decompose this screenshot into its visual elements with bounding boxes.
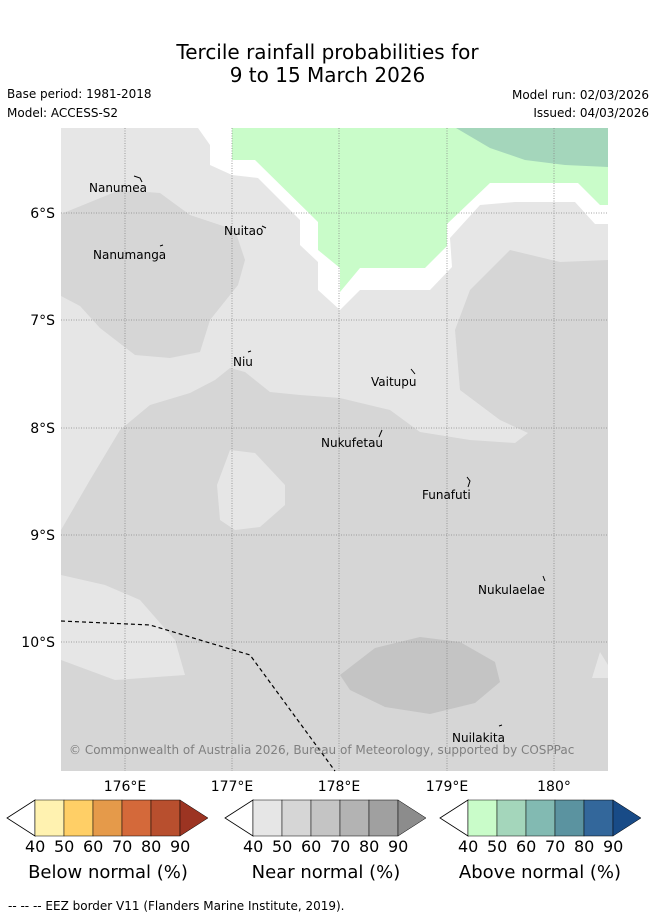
colorbar-tick-label: 90 — [388, 837, 409, 856]
island-vaitupu — [410, 368, 416, 375]
island-nukufetau — [378, 429, 383, 438]
eez-legend-note: -- -- -- EEZ border V11 (Flanders Marine… — [8, 899, 345, 913]
colorbar-segment — [525, 799, 556, 837]
colorbar-tick-label: 60 — [83, 837, 104, 856]
map-title-line2: 9 to 15 March 2026 — [229, 63, 426, 87]
colorbar-near-normal — [224, 799, 427, 837]
colorbar-over-arrow — [612, 799, 642, 837]
lon-tick-label: 180° — [537, 779, 571, 795]
colorbar-tick-label: 80 — [141, 837, 162, 856]
colorbar-segment — [496, 799, 527, 837]
colorbar-segment — [34, 799, 65, 837]
colorbar-tick-label: 60 — [301, 837, 322, 856]
colorbar-segment — [150, 799, 181, 837]
colorbar-segment — [368, 799, 399, 837]
colorbar-tick-label: 70 — [330, 837, 351, 856]
eez-border — [60, 620, 336, 772]
place-label: Nanumanga — [93, 248, 166, 262]
place-label: Vaitupu — [371, 375, 417, 389]
colorbar-over-arrow — [397, 799, 427, 837]
map-title-line1: Tercile rainfall probabilities for — [176, 40, 479, 64]
colorbar-segment — [583, 799, 614, 837]
colorbar-under-arrow — [224, 799, 254, 837]
latitude-labels: 6°S 7°S 8°S 9°S 10°S — [21, 206, 55, 651]
colorbar-tick-label: 90 — [170, 837, 191, 856]
colorbar-segment — [121, 799, 152, 837]
colorbar-below-normal — [6, 799, 209, 837]
colorbar-below-title: Below normal (%) — [28, 862, 188, 883]
grid-lines — [61, 128, 608, 771]
lat-tick-label: 8°S — [30, 421, 55, 437]
colorbar-tick-label: 70 — [112, 837, 133, 856]
lat-tick-label: 7°S — [30, 313, 55, 329]
colorbar-segment — [252, 799, 283, 837]
copyright-notice: © Commonwealth of Australia 2026, Bureau… — [69, 743, 574, 757]
longitude-labels: 176°E 177°E 178°E 179°E 180° — [104, 779, 571, 795]
place-label: Nanumea — [89, 181, 147, 195]
colorbar-tick-label: 40 — [243, 837, 264, 856]
colorbar-tick-label: 80 — [359, 837, 380, 856]
colorbar-tick-label: 90 — [603, 837, 624, 856]
island-nuilakita — [498, 724, 503, 727]
above-normal-50-region — [456, 128, 608, 167]
island-outlines — [133, 175, 546, 727]
colorbar-over-arrow — [179, 799, 209, 837]
model-run: Model run: 02/03/2026 — [511, 88, 649, 102]
lon-tick-label: 179°E — [426, 779, 469, 795]
map-fill — [61, 128, 608, 771]
colorbar-segment — [310, 799, 341, 837]
colorbar-above-title: Above normal (%) — [458, 862, 622, 883]
near-normal-40-patch — [217, 450, 285, 530]
colorbar-tick-label: 50 — [487, 837, 508, 856]
island-nanumea — [133, 175, 143, 183]
colorbar-segment — [467, 799, 498, 837]
above-normal-40-region — [232, 128, 608, 292]
colorbar-segment — [339, 799, 370, 837]
colorbar-segment — [92, 799, 123, 837]
colorbar-under-arrow — [439, 799, 469, 837]
place-label: Nukufetau — [321, 436, 383, 450]
place-label: Nuilakita — [452, 731, 505, 745]
colorbar-tick-label: 80 — [574, 837, 595, 856]
colorbar-tick-label: 40 — [25, 837, 46, 856]
island-nanumanga — [159, 244, 164, 247]
island-nukulaelae — [542, 575, 546, 582]
island-funafuti — [466, 476, 471, 488]
near-normal-50-region-south — [61, 250, 608, 771]
colorbar-under-arrow — [6, 799, 36, 837]
colorbar-segment — [281, 799, 312, 837]
colorbar-tick-label: 40 — [458, 837, 479, 856]
lon-tick-label: 176°E — [104, 779, 147, 795]
colorbar-near-title: Near normal (%) — [251, 862, 401, 883]
place-label: Funafuti — [422, 488, 471, 502]
lat-tick-label: 6°S — [30, 206, 55, 222]
colorbar-tick-label: 60 — [516, 837, 537, 856]
colorbar-segment — [554, 799, 585, 837]
lat-tick-label: 10°S — [21, 635, 55, 651]
colorbar-above-normal — [439, 799, 642, 837]
near-normal-50-region-north — [61, 190, 245, 358]
near-normal-corner — [61, 128, 85, 148]
near-normal-40-east-patch — [592, 652, 608, 678]
colorbar-segment — [63, 799, 94, 837]
island-niu — [247, 350, 252, 353]
lon-tick-label: 177°E — [211, 779, 254, 795]
place-labels: Nanumea Nuitao Nanumanga Niu Vaitupu Nuk… — [89, 181, 545, 745]
lon-tick-label: 178°E — [318, 779, 361, 795]
model-name: Model: ACCESS-S2 — [7, 106, 119, 120]
lat-tick-label: 9°S — [30, 528, 55, 544]
colorbar-tick-label: 50 — [272, 837, 293, 856]
island-nuitao — [261, 225, 267, 229]
place-label: Niu — [233, 355, 253, 369]
colorbar-tick-label: 50 — [54, 837, 75, 856]
place-label: Nukulaelae — [478, 583, 545, 597]
colorbar-tick-label: 70 — [545, 837, 566, 856]
place-label: Nuitao — [224, 224, 263, 238]
base-period: Base period: 1981-2018 — [7, 87, 152, 101]
issued-date: Issued: 04/03/2026 — [533, 106, 649, 120]
near-normal-60-patch — [340, 637, 500, 714]
